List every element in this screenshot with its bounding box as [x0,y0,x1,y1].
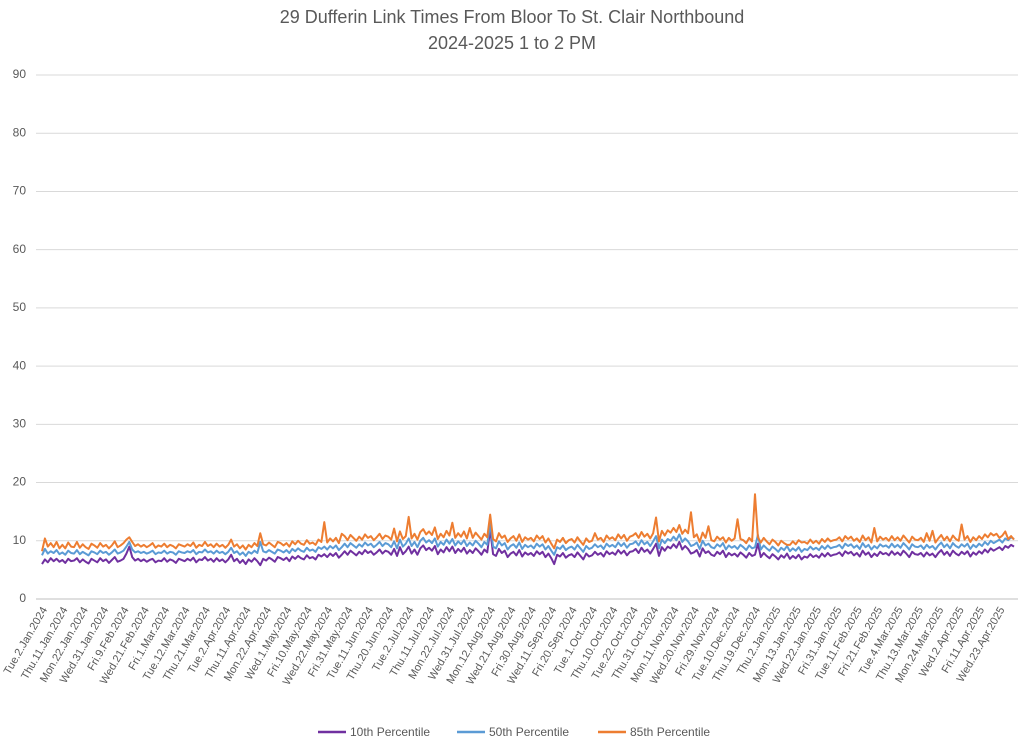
legend-label: 85th Percentile [630,725,710,739]
y-tick-label: 0 [19,591,26,605]
legend-label: 10th Percentile [350,725,430,739]
chart-title: 29 Dufferin Link Times From Bloor To St.… [280,7,745,27]
y-tick-label: 70 [13,184,27,198]
y-tick-label: 20 [13,475,27,489]
y-tick-label: 60 [13,242,27,256]
series-line [41,493,1015,552]
y-tick-label: 40 [13,358,27,372]
series-line [41,522,1015,557]
y-tick-label: 30 [13,417,27,431]
y-tick-label: 50 [13,300,27,314]
y-tick-label: 80 [13,125,27,139]
legend-label: 50th Percentile [489,725,569,739]
y-tick-label: 90 [13,67,27,81]
y-tick-label: 10 [13,533,27,547]
chart-subtitle: 2024-2025 1 to 2 PM [428,33,596,53]
series-line [41,528,1015,567]
